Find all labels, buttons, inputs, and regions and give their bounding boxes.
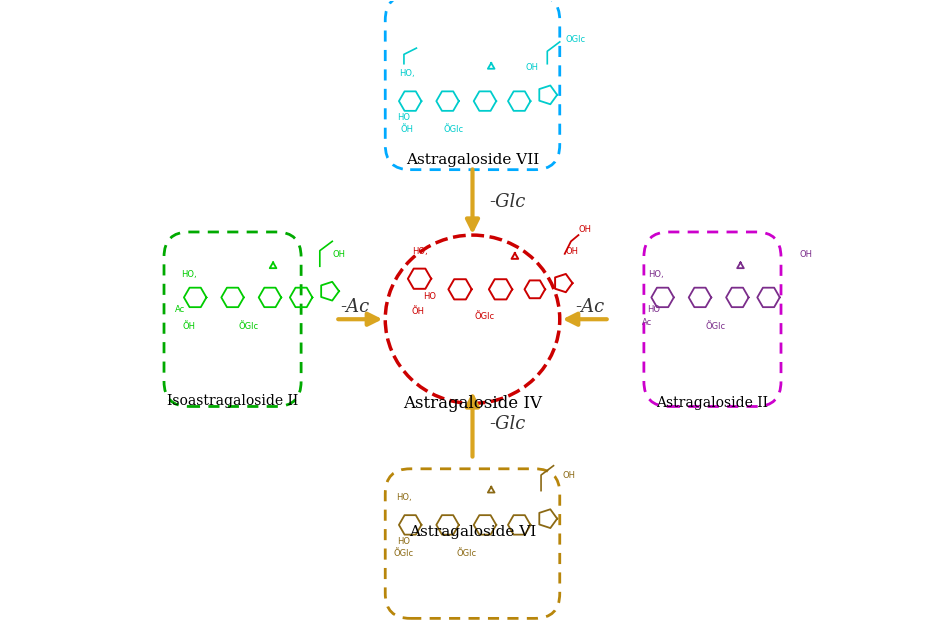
Text: ÕH: ÕH [400, 125, 413, 134]
Text: ÕGlc: ÕGlc [238, 322, 258, 331]
Text: Isoastragaloside II: Isoastragaloside II [167, 394, 298, 409]
Text: -Glc: -Glc [489, 193, 525, 211]
Text: OH: OH [525, 63, 538, 72]
FancyBboxPatch shape [385, 469, 559, 618]
Text: HO,: HO, [648, 270, 664, 279]
Text: Ac: Ac [175, 305, 184, 314]
Text: Astragaloside VI: Astragaloside VI [409, 525, 535, 540]
Text: HO,: HO, [412, 247, 427, 256]
Text: HO,: HO, [398, 69, 414, 78]
Text: HO: HO [423, 292, 436, 300]
Text: HO,: HO, [181, 270, 196, 279]
Ellipse shape [385, 235, 559, 403]
Text: OH: OH [331, 250, 345, 259]
Text: OH: OH [565, 247, 579, 256]
Text: HO: HO [646, 305, 659, 314]
Text: Astragaloside VII: Astragaloside VII [405, 153, 539, 167]
Text: HO: HO [397, 536, 410, 546]
Text: -Ac: -Ac [575, 298, 603, 316]
FancyBboxPatch shape [164, 232, 301, 406]
Text: OH: OH [578, 225, 591, 234]
Text: ÕGlc: ÕGlc [444, 125, 464, 134]
Text: Ac: Ac [641, 319, 651, 327]
Text: ÕGlc: ÕGlc [705, 322, 725, 331]
Text: OH: OH [562, 471, 575, 480]
Text: ÕGlc: ÕGlc [475, 312, 495, 321]
Text: Astragaloside II: Astragaloside II [656, 396, 767, 411]
Text: HO,: HO, [396, 493, 412, 502]
FancyBboxPatch shape [385, 0, 559, 170]
Text: ÕH: ÕH [411, 307, 424, 316]
Text: ÕGlc: ÕGlc [394, 549, 413, 558]
Text: ÕGlc: ÕGlc [456, 549, 476, 558]
Text: OGlc: OGlc [565, 35, 584, 44]
Text: OH: OH [799, 250, 812, 259]
Text: Astragaloside IV: Astragaloside IV [402, 395, 542, 412]
FancyBboxPatch shape [643, 232, 780, 406]
Text: -Ac: -Ac [341, 298, 369, 316]
Text: ÕH: ÕH [182, 322, 195, 331]
Text: -Glc: -Glc [489, 415, 525, 433]
Text: HO: HO [397, 113, 410, 122]
